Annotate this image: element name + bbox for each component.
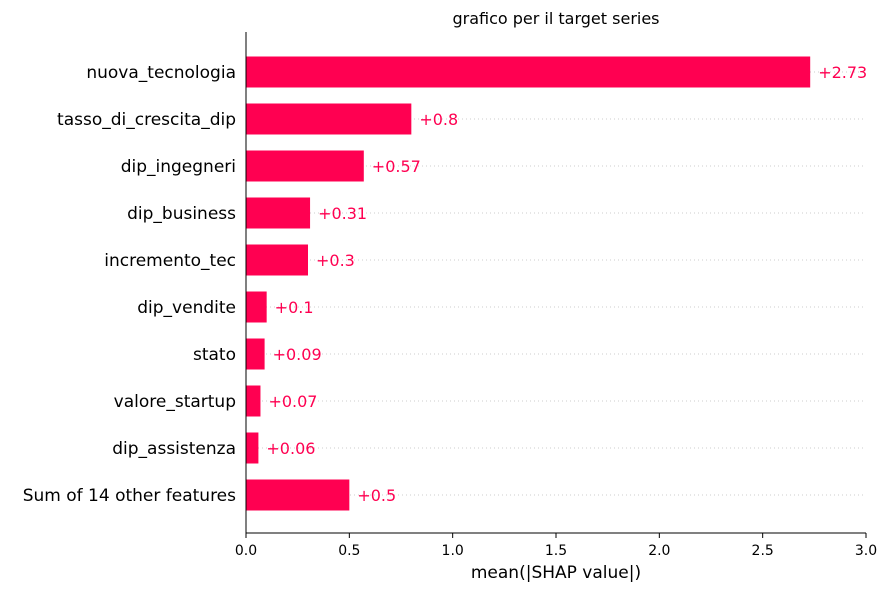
category-label: stato <box>193 345 236 365</box>
category-label: dip_vendite <box>137 298 236 318</box>
x-tick-label: 1.0 <box>442 543 464 559</box>
x-tick-label: 2.5 <box>752 543 774 559</box>
x-tick-label: 2.0 <box>648 543 670 559</box>
value-label: +0.06 <box>266 439 315 458</box>
value-label: +0.31 <box>318 204 367 223</box>
bars <box>246 56 811 511</box>
category-labels: nuova_tecnologia tasso_di_crescita_dipdip… <box>23 63 236 506</box>
value-label: +0.09 <box>273 345 322 364</box>
category-label: incremento_tec <box>104 251 236 271</box>
x-ticks: 0.0 0.5 1.0 1.5 2.0 2.5 3.0 <box>235 533 877 559</box>
value-label: +0.8 <box>419 110 458 129</box>
bar <box>246 385 261 417</box>
category-label: Sum of 14 other features <box>23 486 236 506</box>
category-label: dip_assistenza <box>112 439 236 459</box>
value-label: +0.1 <box>275 298 314 317</box>
bar <box>246 197 311 229</box>
x-tick-label: 0.0 <box>235 543 257 559</box>
value-label: +0.07 <box>268 392 317 411</box>
category-label: dip_ingegneri <box>121 157 236 177</box>
category-label: dip_business <box>127 204 236 224</box>
value-labels: +2.73 +0.8 +0.57 +0.31 +0.3 +0.1 +0.09 +0.07 +0.… <box>266 63 867 505</box>
x-tick-label: 1.5 <box>545 543 567 559</box>
bar <box>246 56 811 88</box>
category-label: nuova_tecnologia <box>86 63 236 83</box>
category-label: valore_startup <box>114 392 236 412</box>
category-label: tasso_di_crescita_dip <box>57 110 236 130</box>
x-axis-label: mean(|SHAP value|) <box>471 563 641 583</box>
value-label: +0.5 <box>357 486 396 505</box>
value-label: +0.57 <box>372 157 421 176</box>
bar <box>246 103 412 135</box>
bar <box>246 432 259 464</box>
bar <box>246 150 364 182</box>
value-label: +2.73 <box>818 63 867 82</box>
x-tick-label: 0.5 <box>338 543 360 559</box>
bar <box>246 479 350 511</box>
bar <box>246 291 267 323</box>
bar <box>246 244 308 276</box>
chart-title: grafico per il target series <box>452 9 659 28</box>
bar <box>246 338 265 370</box>
grid-lines <box>246 71 866 496</box>
value-label: +0.3 <box>316 251 355 270</box>
x-tick-label: 3.0 <box>855 543 877 559</box>
